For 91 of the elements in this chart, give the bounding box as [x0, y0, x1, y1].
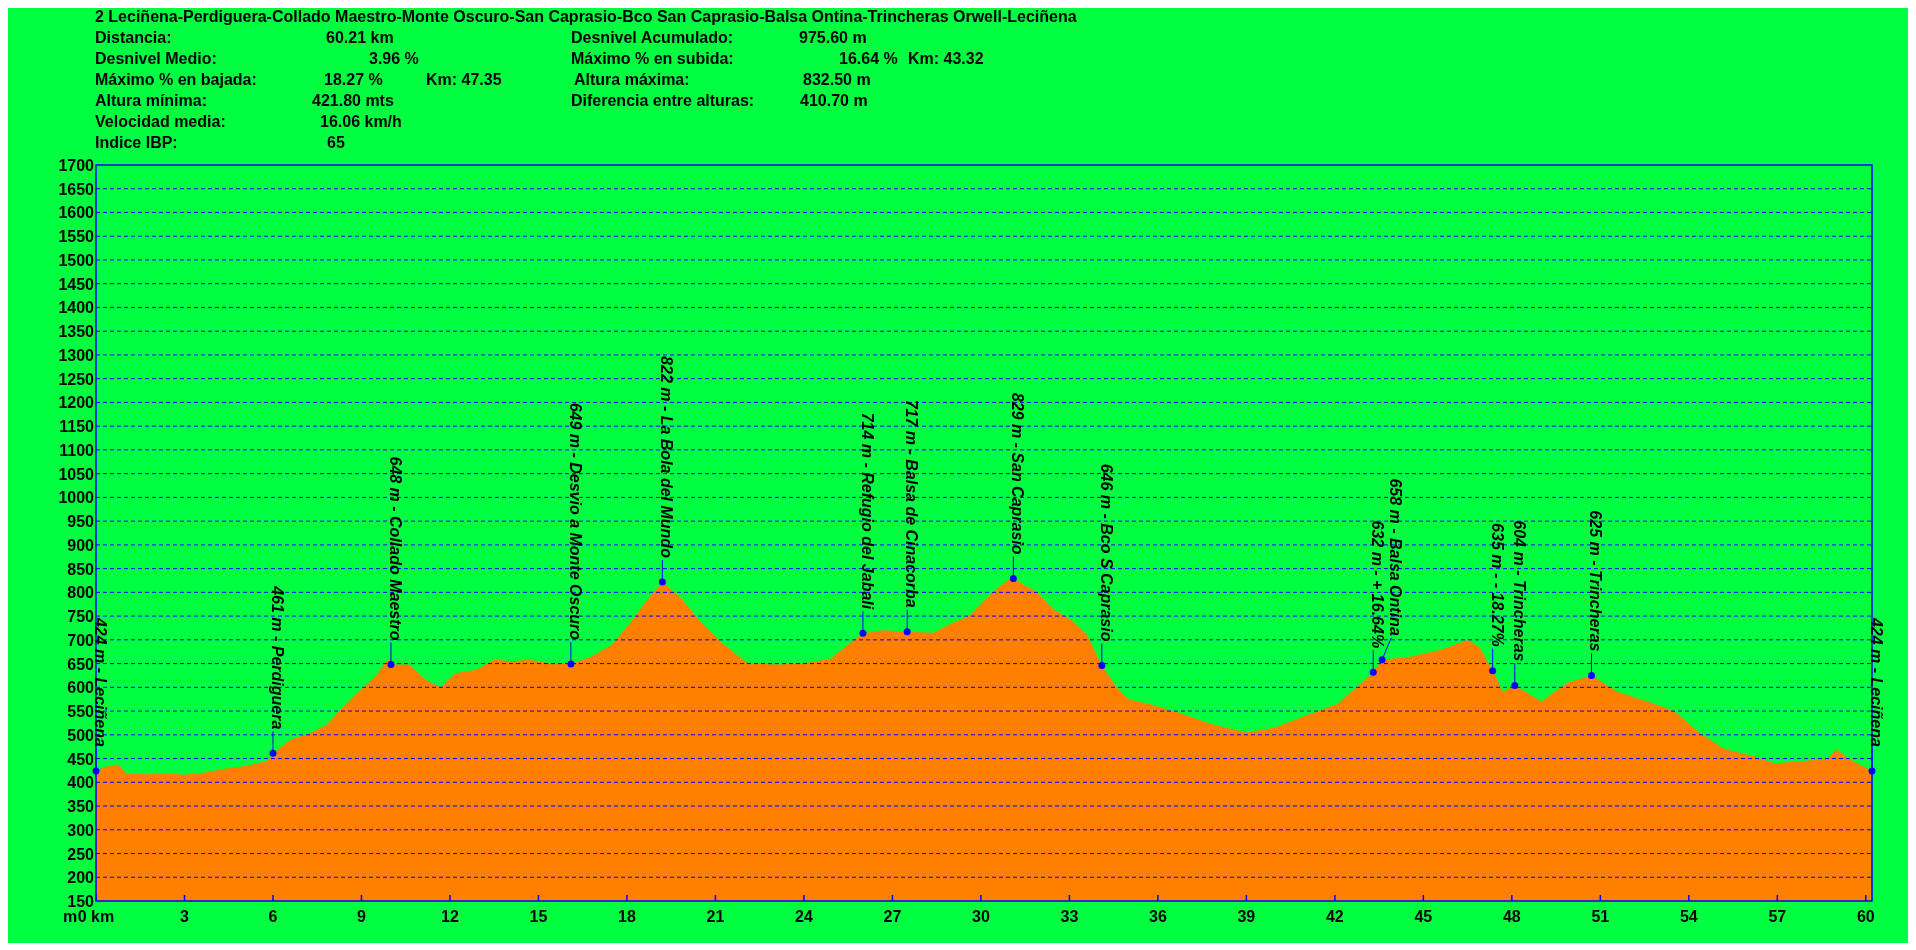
y-tick-label: 950 [67, 513, 95, 531]
y-tick-label: 150 [67, 893, 95, 910]
annotation: 461 m - Perdiguera [268, 585, 286, 730]
y-tick-label: 1450 [58, 275, 95, 293]
text: Km: 47.35 [426, 71, 502, 88]
annotation: 646 m - Bco S Caprasio [1097, 463, 1115, 642]
y-tick-label: 500 [67, 726, 95, 744]
y-tick-label: 700 [67, 631, 95, 649]
chart-title: 2 Leciñena-Perdiguera-Collado Maestro-Monte Oscuro-San Caprasio-Bco San Caprasio-Balsa Ontina-Trincheras Orwell-Leciñena [95, 8, 1077, 25]
y-tick-label: 1550 [58, 228, 95, 246]
text: 410.70 m [800, 92, 868, 109]
y-tick-label: 800 [67, 584, 95, 602]
text: Desnivel Medio: [95, 50, 217, 67]
x-tick-label: 60 [1856, 908, 1875, 925]
y-tick-label: 450 [67, 750, 95, 768]
x-tick-label: 48 [1502, 908, 1521, 925]
y-tick-label: 1300 [58, 346, 95, 364]
annotation: 604 m - Trincheras [1510, 520, 1528, 662]
text: 16.64 % [839, 50, 898, 67]
annotation: 632 m - + 16.64% [1369, 520, 1387, 649]
text: Desnivel Acumulado: [571, 29, 734, 46]
x-tick-label: 12 [441, 908, 459, 925]
text: 421.80 mts [312, 92, 394, 109]
y-tick-label: 1350 [58, 323, 95, 341]
text: Velocidad media: [95, 113, 226, 130]
y-tick-label: 1600 [58, 204, 95, 222]
text: Km: 43.32 [908, 50, 984, 67]
y-tick-label: 650 [67, 655, 95, 673]
text: Máximo % en bajada: [95, 71, 257, 88]
y-tick-label: 1050 [58, 465, 95, 483]
x-tick-label: 24 [795, 908, 813, 925]
annotation: 635 m - - 18.27% [1488, 523, 1506, 647]
x-tick-label: 42 [1325, 908, 1344, 925]
text: Diferencia entre alturas: [571, 92, 755, 109]
text: Distancia: [95, 29, 172, 46]
x-tick-label: 9 [357, 908, 367, 925]
x-tick-label: 21 [706, 908, 725, 925]
y-tick-label: 1000 [58, 489, 95, 507]
x-tick-label: 0 km [77, 908, 115, 925]
annotation: 424 m - Leciñena [1868, 616, 1885, 747]
annotation: 625 m - Trincheras [1587, 510, 1605, 652]
y-axis-title: m [62, 908, 78, 925]
text: Indice IBP: [95, 134, 178, 151]
text: Máximo % en subida: [571, 50, 734, 67]
text: 3.96 % [369, 50, 419, 67]
annotation: 648 m - Collado Maestro [386, 456, 404, 641]
text: 18.27 % [324, 71, 383, 88]
text: Altura máxima: [574, 71, 690, 88]
annotation: 658 m - Balsa Ontina [1387, 478, 1405, 636]
y-tick-label: 250 [67, 845, 95, 863]
annotation: 717 m - Balsa de Cinacorba [903, 399, 921, 608]
x-tick-label: 6 [268, 908, 278, 925]
text: 65 [327, 134, 345, 151]
text: 832.50 m [803, 71, 871, 88]
annotation: 822 m - La Bola del Mundo [658, 356, 676, 559]
text: 16.06 km/h [320, 113, 402, 130]
y-tick-label: 350 [67, 798, 95, 816]
x-tick-label: 3 [180, 908, 190, 925]
x-tick-label: 57 [1768, 908, 1787, 925]
x-tick-label: 36 [1148, 908, 1167, 925]
y-tick-label: 400 [67, 774, 95, 792]
y-tick-label: 1100 [59, 441, 95, 459]
x-tick-label: 18 [618, 908, 636, 925]
y-tick-label: 600 [67, 679, 95, 697]
annotation: 714 m - Refugio del Jabali [858, 412, 876, 610]
y-tick-label: 900 [67, 536, 95, 554]
x-tick-label: 27 [883, 908, 902, 925]
y-tick-label: 750 [67, 608, 95, 626]
y-tick-label: 1700 [58, 157, 95, 174]
y-tick-label: 850 [67, 560, 95, 578]
x-tick-label: 51 [1591, 908, 1610, 925]
x-tick-label: 45 [1414, 908, 1433, 925]
text: 60.21 km [326, 29, 394, 46]
text: 975.60 m [799, 29, 867, 46]
y-tick-label: 550 [67, 703, 95, 721]
y-tick-label: 300 [67, 821, 95, 839]
annotation: 829 m - San Caprasio [1009, 392, 1027, 555]
x-tick-label: 39 [1237, 908, 1256, 925]
y-tick-label: 1500 [58, 251, 95, 269]
y-tick-label: 1150 [59, 418, 95, 436]
annotation: 649 m - Desvio a Monte Oscuro [566, 402, 584, 641]
x-tick-label: 15 [529, 908, 548, 925]
x-tick-label: 33 [1060, 908, 1079, 925]
x-tick-label: 54 [1679, 908, 1698, 925]
y-tick-label: 1200 [58, 394, 95, 412]
x-tick-label: 30 [972, 908, 990, 925]
y-tick-label: 1650 [58, 180, 95, 198]
y-tick-label: 200 [67, 869, 95, 887]
y-tick-label: 1250 [58, 370, 95, 388]
text: Altura mínima: [95, 92, 208, 109]
y-tick-label: 1400 [58, 299, 95, 317]
